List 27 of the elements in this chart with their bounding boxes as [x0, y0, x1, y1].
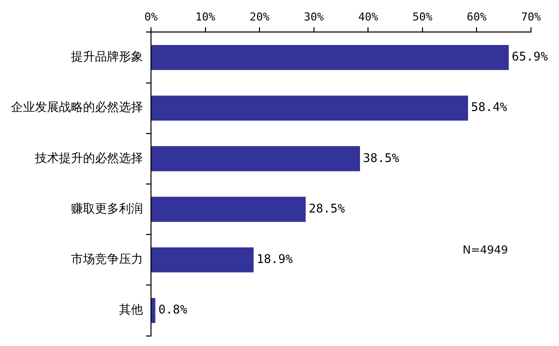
- y-tick-label: 提升品牌形象: [71, 50, 143, 64]
- x-tick-label: 0%: [144, 10, 158, 24]
- bar: [152, 196, 306, 222]
- x-tick-label: 70%: [521, 10, 542, 24]
- x-tick-label: 30%: [304, 10, 324, 24]
- y-tick-label: 市场竞争压力: [71, 252, 143, 266]
- bar: [152, 247, 254, 272]
- bar: [152, 146, 360, 172]
- data-label: 18.9%: [256, 252, 294, 266]
- x-tick-label: 10%: [195, 10, 216, 24]
- data-label: 28.5%: [308, 201, 346, 216]
- y-tick-label: 企业发展战略的必然选择: [11, 100, 143, 114]
- bar: [152, 96, 468, 121]
- y-tick-label: 赚取更多利润: [71, 201, 143, 216]
- x-tick-label: 50%: [412, 10, 433, 24]
- data-label: 0.8%: [158, 302, 188, 317]
- bar: [152, 298, 156, 324]
- y-tick-label: 技术提升的必然选择: [34, 150, 143, 165]
- data-label: 38.5%: [363, 150, 400, 165]
- x-tick-label: 60%: [466, 10, 488, 24]
- y-tick-label: 其他: [119, 302, 143, 317]
- data-label: 65.9%: [512, 50, 549, 64]
- x-tick-label: 20%: [250, 10, 270, 24]
- x-tick-label: 40%: [358, 10, 378, 24]
- data-label: 58.4%: [471, 100, 508, 114]
- bar: [152, 44, 509, 70]
- annotation: N=4949: [462, 244, 508, 257]
